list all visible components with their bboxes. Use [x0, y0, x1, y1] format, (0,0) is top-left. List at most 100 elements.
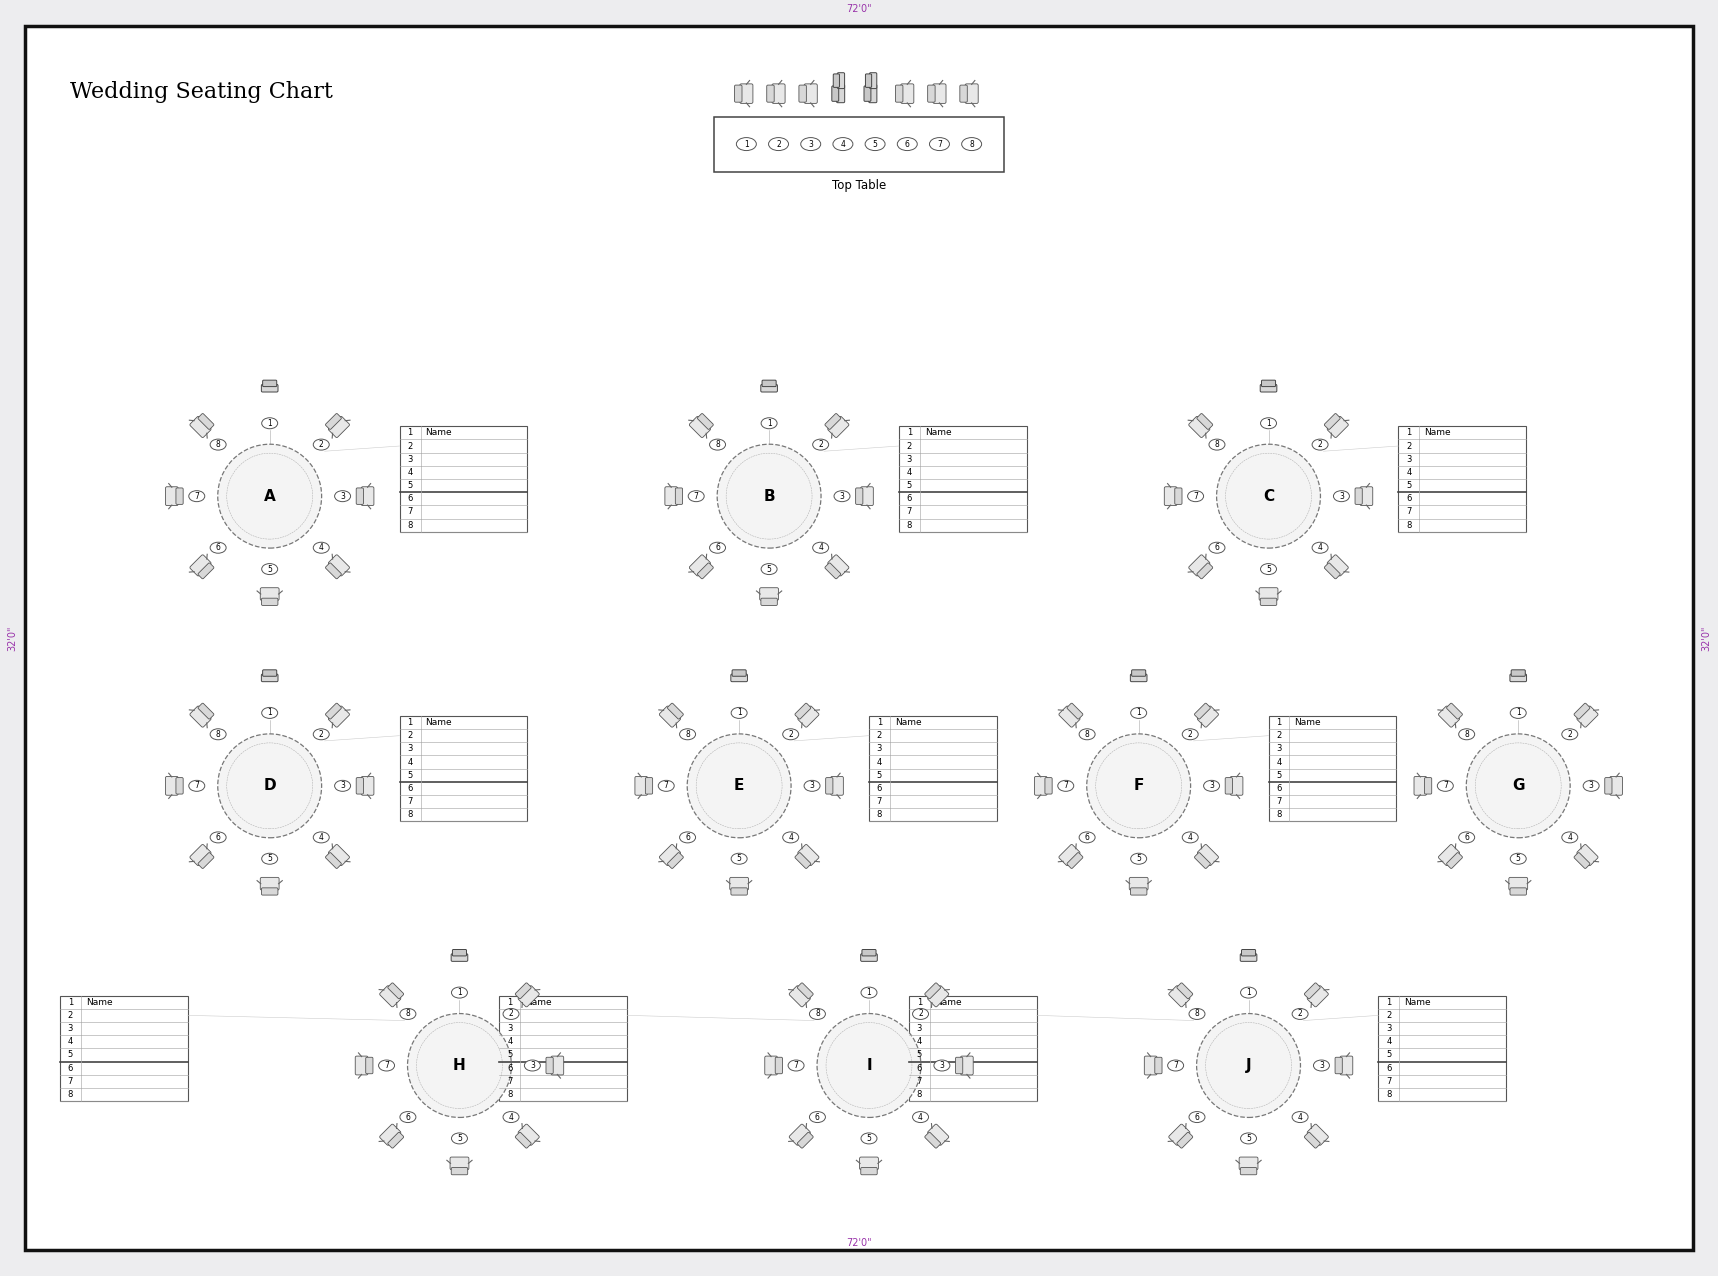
Ellipse shape: [378, 1060, 395, 1071]
FancyBboxPatch shape: [328, 706, 349, 727]
FancyBboxPatch shape: [1438, 706, 1460, 727]
Text: 8: 8: [1405, 521, 1412, 530]
FancyBboxPatch shape: [325, 413, 342, 430]
FancyBboxPatch shape: [1326, 416, 1349, 438]
Text: 7: 7: [907, 508, 912, 517]
FancyBboxPatch shape: [1447, 852, 1462, 869]
FancyBboxPatch shape: [380, 985, 400, 1007]
FancyBboxPatch shape: [1194, 852, 1211, 869]
Text: 4: 4: [1318, 544, 1323, 553]
Text: 3: 3: [407, 744, 412, 753]
Text: I: I: [866, 1058, 871, 1073]
FancyBboxPatch shape: [665, 486, 677, 505]
Text: 5: 5: [907, 481, 912, 490]
Ellipse shape: [1438, 781, 1453, 791]
FancyBboxPatch shape: [1034, 776, 1046, 795]
Text: 1: 1: [876, 718, 881, 727]
Text: 72'0": 72'0": [847, 1238, 871, 1248]
Text: 5: 5: [866, 1134, 871, 1143]
Ellipse shape: [809, 1111, 825, 1123]
Ellipse shape: [210, 729, 227, 740]
Ellipse shape: [1079, 832, 1094, 843]
Text: E: E: [734, 778, 744, 794]
FancyBboxPatch shape: [730, 878, 749, 891]
FancyBboxPatch shape: [1577, 845, 1598, 865]
Text: Name: Name: [526, 998, 551, 1007]
Text: 3: 3: [529, 1062, 534, 1071]
Text: 8: 8: [216, 730, 220, 739]
Ellipse shape: [710, 542, 725, 554]
FancyBboxPatch shape: [1610, 776, 1622, 795]
FancyBboxPatch shape: [797, 1132, 813, 1148]
Text: 8: 8: [876, 810, 881, 819]
Text: 8: 8: [407, 810, 412, 819]
FancyBboxPatch shape: [1304, 1132, 1319, 1148]
FancyBboxPatch shape: [1261, 384, 1276, 392]
Text: 1: 1: [1386, 998, 1392, 1007]
Text: Name: Name: [1424, 429, 1452, 438]
Ellipse shape: [1168, 1060, 1184, 1071]
FancyBboxPatch shape: [1325, 413, 1340, 430]
Text: 2: 2: [917, 1011, 923, 1020]
Text: 1: 1: [737, 708, 742, 717]
Text: 5: 5: [268, 854, 271, 864]
FancyBboxPatch shape: [356, 487, 364, 504]
Ellipse shape: [1459, 832, 1474, 843]
Text: A: A: [265, 489, 275, 504]
FancyBboxPatch shape: [551, 1057, 564, 1074]
FancyBboxPatch shape: [689, 555, 711, 575]
FancyBboxPatch shape: [668, 852, 684, 869]
Text: J: J: [1246, 1058, 1251, 1073]
FancyBboxPatch shape: [1197, 563, 1213, 579]
Text: 32'0": 32'0": [7, 625, 17, 651]
Text: 8: 8: [67, 1090, 74, 1099]
Text: 8: 8: [715, 440, 720, 449]
FancyBboxPatch shape: [388, 983, 404, 999]
Text: 3: 3: [940, 1062, 945, 1071]
FancyBboxPatch shape: [1605, 777, 1611, 794]
Text: 4: 4: [789, 833, 794, 842]
Circle shape: [1197, 1013, 1301, 1118]
Text: 4: 4: [320, 544, 323, 553]
FancyBboxPatch shape: [165, 486, 179, 505]
Ellipse shape: [680, 729, 696, 740]
FancyBboxPatch shape: [1194, 703, 1211, 720]
FancyBboxPatch shape: [1239, 1157, 1258, 1170]
Text: H: H: [454, 1058, 466, 1073]
FancyBboxPatch shape: [263, 670, 277, 676]
Text: 5: 5: [1276, 771, 1282, 780]
Text: 2: 2: [507, 1011, 512, 1020]
FancyBboxPatch shape: [328, 416, 349, 438]
FancyBboxPatch shape: [1067, 852, 1082, 869]
Ellipse shape: [1187, 491, 1204, 501]
Ellipse shape: [789, 1060, 804, 1071]
Text: 1: 1: [1276, 718, 1282, 727]
Text: 1: 1: [744, 139, 749, 148]
FancyBboxPatch shape: [837, 84, 845, 102]
Text: 4: 4: [1276, 758, 1282, 767]
FancyBboxPatch shape: [732, 670, 746, 676]
Text: 4: 4: [67, 1037, 74, 1046]
Text: 2: 2: [1407, 441, 1412, 450]
FancyBboxPatch shape: [955, 1058, 962, 1073]
FancyBboxPatch shape: [1508, 878, 1527, 891]
FancyBboxPatch shape: [1414, 776, 1426, 795]
FancyBboxPatch shape: [515, 1132, 531, 1148]
FancyBboxPatch shape: [856, 487, 862, 504]
FancyBboxPatch shape: [837, 73, 845, 88]
Text: 8: 8: [1276, 810, 1282, 819]
Text: Name: Name: [895, 718, 921, 727]
Ellipse shape: [261, 854, 278, 864]
Text: 7: 7: [936, 139, 941, 148]
Text: 2: 2: [876, 731, 881, 740]
Ellipse shape: [313, 729, 330, 740]
FancyBboxPatch shape: [325, 703, 342, 720]
FancyBboxPatch shape: [636, 776, 648, 795]
Ellipse shape: [1058, 781, 1074, 791]
FancyBboxPatch shape: [259, 878, 278, 891]
Ellipse shape: [313, 542, 330, 554]
Text: 4: 4: [917, 1113, 923, 1122]
FancyBboxPatch shape: [1259, 588, 1278, 601]
Text: 8: 8: [216, 440, 220, 449]
FancyBboxPatch shape: [1144, 1057, 1156, 1074]
